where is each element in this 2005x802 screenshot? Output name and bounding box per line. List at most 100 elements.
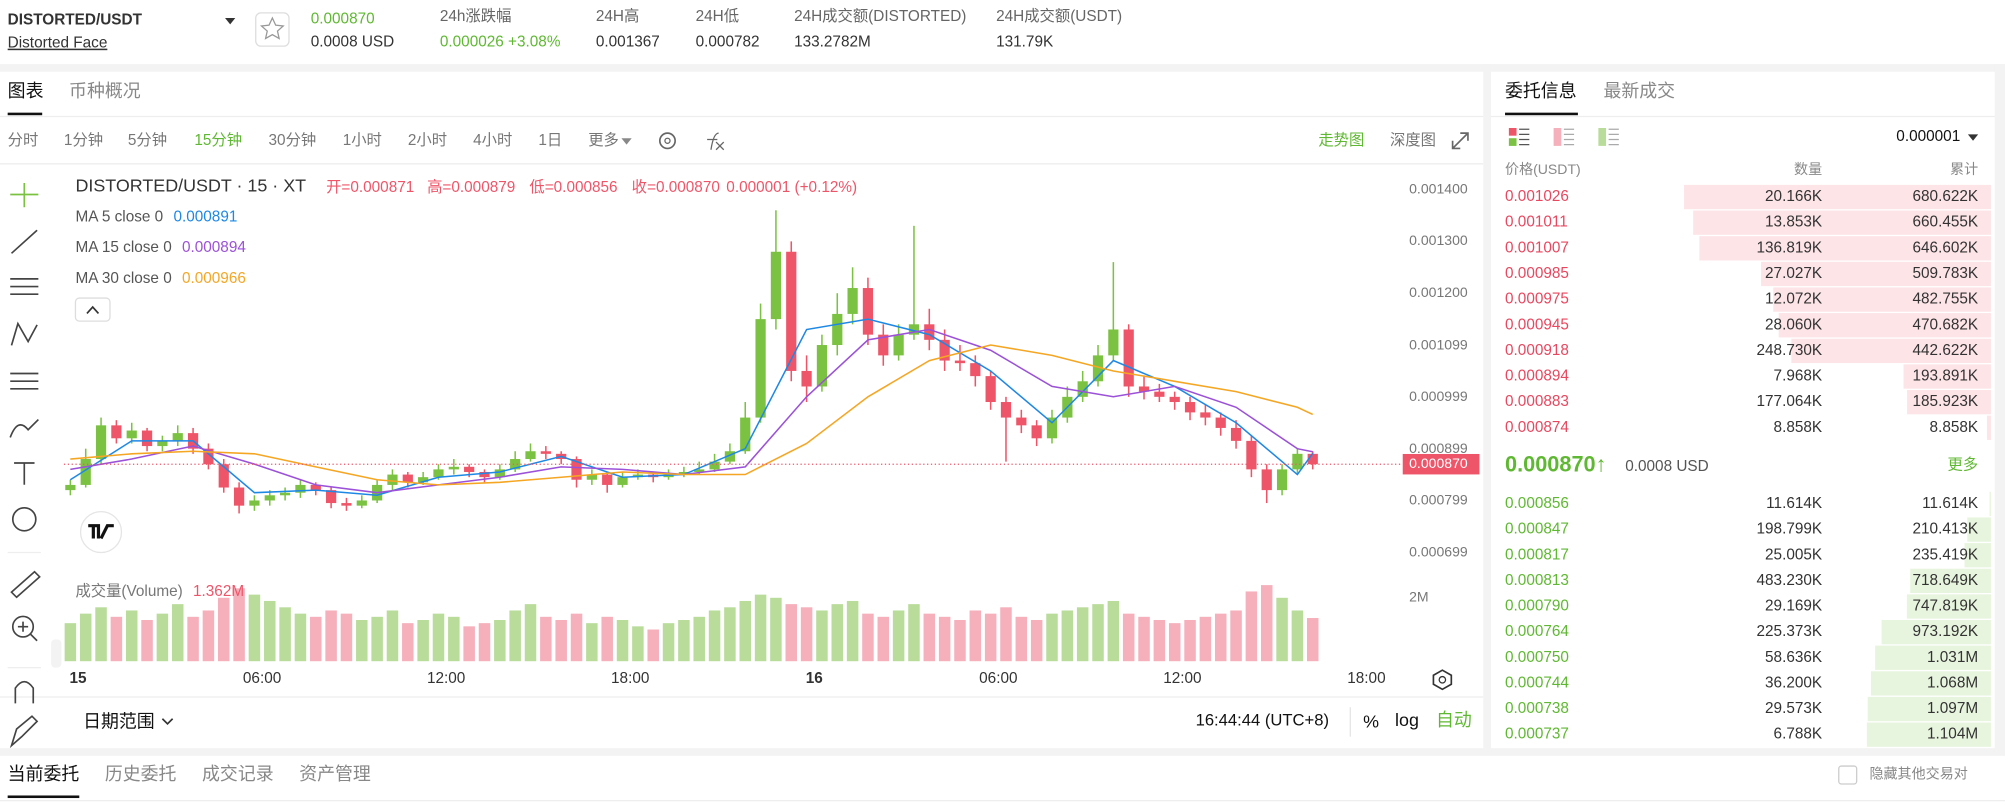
stat-label: 24H成交额(USDT) [996, 7, 1122, 25]
book-price[interactable]: 0.000738 [1505, 700, 1569, 717]
candle-body [985, 376, 996, 403]
trendline-tool[interactable] [10, 229, 38, 254]
volume-bar [1138, 616, 1150, 662]
brush-tool[interactable] [9, 418, 39, 438]
volume-bar [310, 616, 322, 662]
chart-view[interactable]: 深度图 [1390, 132, 1436, 149]
view-asks-icon[interactable] [1553, 127, 1562, 146]
crosshair-tool[interactable] [10, 182, 39, 208]
measure-tool[interactable] [10, 570, 41, 599]
volume-bar [708, 610, 721, 662]
tab[interactable]: 图表 [8, 81, 44, 101]
indicator-icon[interactable] [707, 132, 725, 151]
book-price[interactable]: 0.000856 [1505, 495, 1569, 512]
book-price[interactable]: 0.000894 [1505, 368, 1569, 385]
book-price[interactable]: 0.000918 [1505, 342, 1569, 359]
fullscreen-icon[interactable] [1451, 132, 1469, 150]
view-both-icon[interactable] [1508, 127, 1517, 136]
dropdown-arrow[interactable] [161, 718, 174, 726]
volume-bar [386, 610, 399, 662]
checkbox[interactable] [1838, 765, 1858, 785]
book-price[interactable]: 0.001007 [1505, 239, 1569, 256]
zoom-tool[interactable] [11, 615, 35, 638]
collapse-legend-button[interactable] [74, 297, 111, 322]
chart-view[interactable]: 走势图 [1318, 132, 1364, 149]
order-tab[interactable]: 历史委托 [105, 764, 177, 784]
book-price[interactable]: 0.000985 [1505, 265, 1569, 282]
book-price[interactable]: 0.000847 [1505, 521, 1569, 538]
order-tab[interactable]: 当前委托 [8, 764, 80, 784]
book-price[interactable]: 0.001011 [1505, 214, 1568, 231]
date-range[interactable]: 日期范围 [83, 711, 155, 731]
view-bids-icon[interactable] [1598, 127, 1607, 146]
text-tool[interactable] [14, 462, 35, 485]
book-price[interactable]: 0.000750 [1505, 649, 1569, 666]
timeframe[interactable]: 30分钟 [269, 132, 317, 149]
timeframe[interactable]: 2小时 [408, 132, 447, 149]
book-tab[interactable]: 委托信息 [1505, 81, 1577, 101]
volume-bar [402, 623, 414, 662]
emoji-tool[interactable] [11, 506, 37, 532]
volume-bar [1276, 597, 1288, 662]
chevron-icon [86, 305, 100, 314]
lock-tool[interactable] [9, 715, 39, 749]
book-price[interactable]: 0.000744 [1505, 674, 1569, 691]
volume-bar [325, 610, 337, 662]
timeframe[interactable]: 4小时 [473, 132, 512, 149]
log-toggle[interactable]: log [1395, 710, 1419, 730]
dropdown-arrow[interactable] [621, 138, 632, 145]
ask-depth-bar [1684, 184, 1991, 210]
symbol[interactable]: DISTORTED/USDT [8, 12, 143, 29]
volume-bar [923, 613, 936, 662]
dropdown-arrow[interactable] [225, 18, 236, 25]
more-link[interactable]: 更多 [1947, 457, 1978, 474]
tradingview-logo[interactable] [79, 510, 123, 554]
book-price[interactable]: 0.000883 [1505, 393, 1569, 410]
scroll-handle[interactable] [51, 639, 62, 668]
book-price[interactable]: 0.000790 [1505, 598, 1569, 615]
pattern-tool[interactable] [10, 321, 38, 346]
book-price[interactable]: 0.000945 [1505, 316, 1569, 333]
candle-body [1276, 469, 1288, 491]
candle-body [740, 417, 751, 452]
timeframe[interactable]: 1日 [538, 132, 562, 149]
book-qty: 13.853K [1765, 214, 1823, 231]
ask-depth-bar [1699, 236, 1991, 261]
book-price[interactable]: 0.000874 [1505, 419, 1569, 436]
favorite-button[interactable] [255, 12, 290, 47]
book-price[interactable]: 0.000975 [1505, 291, 1569, 308]
magnet-tool[interactable] [14, 680, 35, 704]
book-price[interactable]: 0.001026 [1505, 188, 1569, 205]
tab[interactable]: 币种概况 [69, 81, 141, 101]
book-tab[interactable]: 最新成交 [1603, 81, 1675, 101]
ohlc-value: 0.000001 (+0.12%) [726, 179, 857, 196]
book-qty: 12.072K [1765, 291, 1823, 308]
timeframe[interactable]: 1分钟 [64, 132, 103, 149]
order-tab[interactable]: 资产管理 [299, 764, 371, 784]
channel-tool[interactable] [10, 278, 39, 296]
book-price[interactable]: 0.000737 [1505, 726, 1569, 743]
candle-body [1307, 453, 1318, 465]
book-price[interactable]: 0.000817 [1505, 546, 1569, 563]
ask-depth-bar [1778, 313, 1991, 338]
order-tab[interactable]: 成交记录 [202, 764, 274, 784]
timeframe[interactable]: 5分钟 [128, 132, 167, 149]
auto-toggle[interactable]: 自动 [1436, 710, 1472, 730]
book-price[interactable]: 0.000764 [1505, 623, 1569, 640]
settings-icon[interactable] [658, 132, 676, 150]
timeframe[interactable]: 15分钟 [194, 132, 242, 149]
precision-select[interactable]: 0.000001 [1896, 128, 1960, 145]
fib-tool[interactable] [10, 372, 39, 390]
token-name[interactable]: Distorted Face [8, 35, 108, 52]
ohlc-value: 收=0.000870 [632, 179, 720, 196]
checkbox-label[interactable]: 隐藏其他交易对 [1869, 766, 1967, 782]
timeframe[interactable]: 更多 [588, 132, 619, 149]
dropdown-arrow[interactable] [1967, 134, 1979, 141]
percent-toggle[interactable]: % [1363, 711, 1379, 731]
chart-settings-icon[interactable] [1432, 669, 1453, 691]
timeframe[interactable]: 分时 [8, 132, 39, 149]
candle-body [586, 474, 597, 480]
book-price[interactable]: 0.000813 [1505, 572, 1569, 589]
timeframe[interactable]: 1小时 [343, 132, 382, 149]
candle-body [1246, 440, 1257, 470]
